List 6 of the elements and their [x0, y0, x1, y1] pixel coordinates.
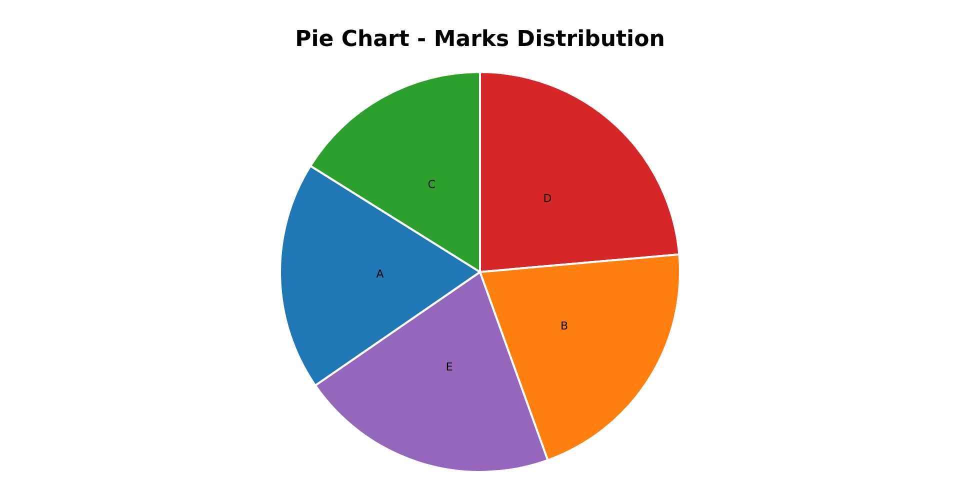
- slice-label: E: [446, 360, 453, 374]
- slice-label: A: [376, 268, 384, 281]
- chart-title: Pie Chart - Marks Distribution: [295, 27, 665, 52]
- slice-label: B: [560, 319, 568, 332]
- slice-label: C: [428, 178, 436, 192]
- slice-label: D: [543, 192, 552, 205]
